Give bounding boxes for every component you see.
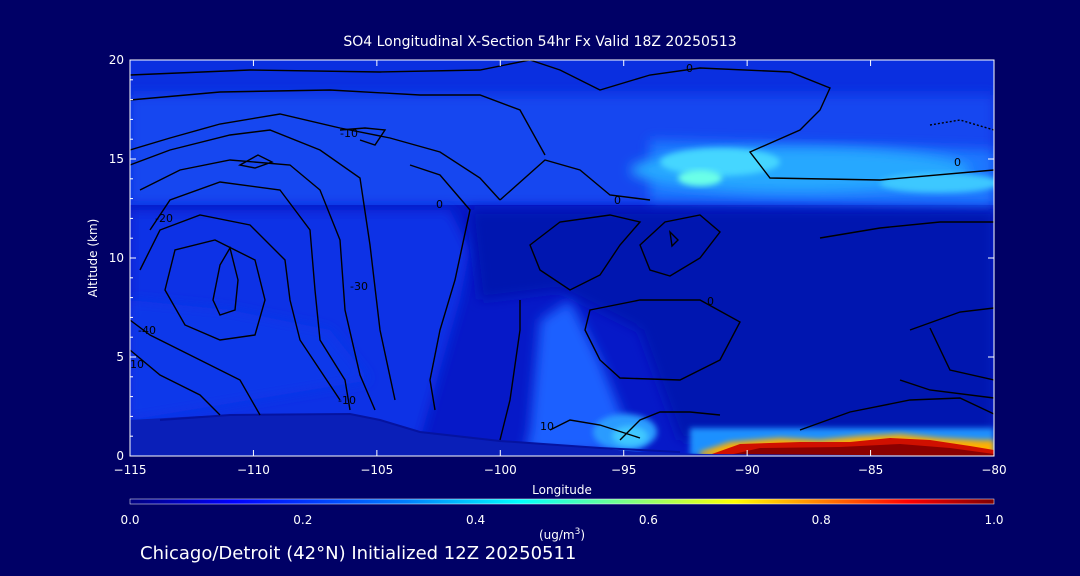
y-tick-label: 20	[109, 53, 124, 67]
contour-label: 0	[954, 156, 961, 169]
x-tick-label: −100	[484, 463, 517, 477]
colorbar-tick-label: 0.6	[639, 513, 658, 527]
contour-label: -40	[138, 324, 156, 337]
contour-label: 10	[130, 358, 144, 371]
x-tick-label: −85	[858, 463, 883, 477]
colorbar-tick-label: 1.0	[984, 513, 1003, 527]
x-axis-label: Longitude	[532, 483, 592, 497]
y-tick-label: 5	[116, 350, 124, 364]
contour-lines: 0 0 0 0 0 -10 -20 -30 -40 10 -10 10	[130, 60, 994, 441]
x-axis: −115 −110 −105 −100 −95 −90 −85 −80	[114, 60, 1007, 477]
y-axis-label: Altitude (km)	[86, 219, 100, 298]
contour-label: -30	[350, 280, 368, 293]
y-axis: 0 5 10 15 20	[109, 53, 994, 463]
contour-label: 0	[614, 194, 621, 207]
run-info: Chicago/Detroit (42°N) Initialized 12Z 2…	[140, 543, 577, 564]
colorbar-ticks: 0.0 0.2 0.4 0.6 0.8 1.0	[120, 513, 1003, 527]
colorbar-tick-label: 0.4	[466, 513, 485, 527]
x-tick-label: −90	[734, 463, 759, 477]
colorbar-tick-label: 0.0	[120, 513, 139, 527]
contour-label: -10	[340, 127, 358, 140]
x-tick-label: −110	[237, 463, 270, 477]
chart-title: SO4 Longitudinal X-Section 54hr Fx Valid…	[343, 34, 737, 50]
colorbar-tick-label: 0.2	[293, 513, 312, 527]
x-tick-label: −115	[114, 463, 147, 477]
y-tick-label: 0	[116, 449, 124, 463]
contour-label: 0	[436, 198, 443, 211]
y-tick-label: 10	[109, 251, 124, 265]
colorbar	[129, 498, 995, 505]
y-tick-label: 15	[109, 152, 124, 166]
colorbar-label: (ug/m3)	[539, 527, 585, 542]
contour-label: 0	[686, 62, 693, 75]
colorbar-tick-label: 0.8	[812, 513, 831, 527]
x-tick-label: −95	[611, 463, 636, 477]
contour-label: 0	[707, 295, 714, 308]
contour-label: -20	[155, 212, 173, 225]
contour-label: 10	[540, 420, 554, 433]
heatmap-field	[130, 60, 994, 456]
x-tick-label: −80	[981, 463, 1006, 477]
x-tick-label: −105	[360, 463, 393, 477]
contour-label: -10	[338, 394, 356, 407]
